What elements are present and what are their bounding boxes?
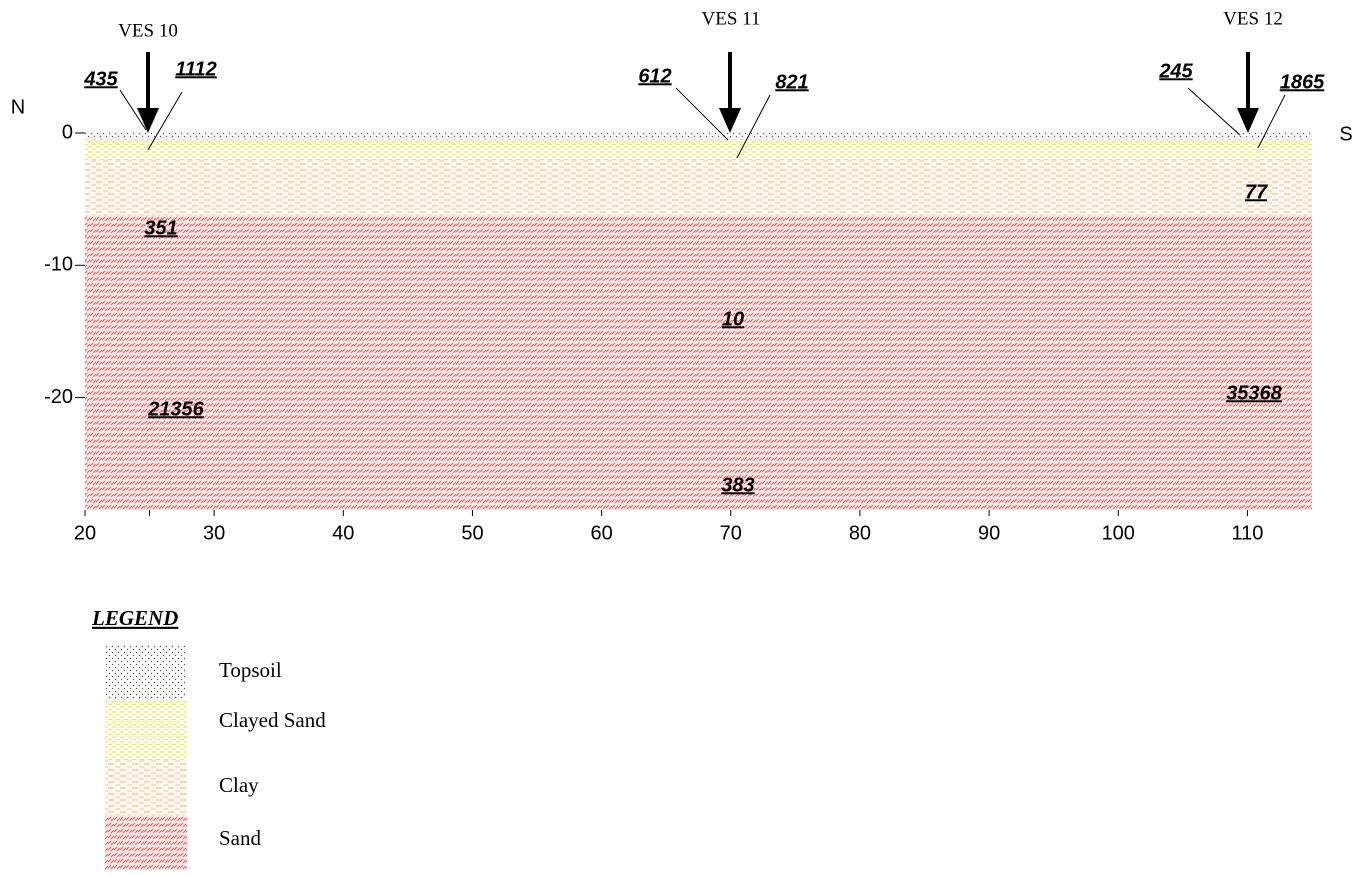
geoelectric-section: 20 30 40 50 60 70 80 90 100 110 0 -10 -20 N S VES 10 435… [0,0,1369,875]
leader-line [1188,88,1240,135]
resistivity-label: 383 [721,474,754,496]
x-tick-label: 60 [591,522,613,544]
y-tick-label: -10 [44,254,73,276]
ves-arrow-head [1237,108,1259,133]
resistivity-label: 435 [83,68,118,90]
x-tick-label: 50 [461,522,483,544]
resistivity-label: 245 [1158,60,1193,82]
sand-layer [85,215,1312,510]
resistivity-label: 10 [722,308,744,330]
legend-swatch [105,760,187,815]
legend-label: Clay [219,773,259,797]
ves-label: VES 12 [1223,8,1283,29]
legend-title: LEGEND [91,606,178,630]
ves-arrow-head [719,108,741,133]
legend-label: Clayed Sand [219,708,326,732]
direction-label: N [11,96,25,118]
ves-label: VES 10 [118,20,178,41]
resistivity-label: 351 [144,217,177,239]
resistivity-label: 612 [638,65,671,87]
x-tick-label: 70 [720,522,742,544]
legend-swatches [105,645,187,870]
x-tick-label: 110 [1231,522,1263,544]
resistivity-label: 1112 [175,58,217,80]
y-tick-label: -20 [44,386,73,408]
x-tick-label: 100 [1102,522,1135,544]
ves-label: VES 11 [702,8,761,29]
legend-label: Topsoil [219,658,282,682]
legend-swatch [105,815,187,870]
x-tick-label: 30 [203,522,225,544]
direction-label: S [1339,123,1352,145]
legend-swatch [105,700,187,760]
resistivity-label: 1865 [1280,71,1325,93]
legend-label: Sand [219,826,262,850]
x-tick-label: 80 [849,522,871,544]
clay-layer [85,160,1312,215]
x-tick-label: 20 [74,522,96,544]
layers [85,131,1312,510]
resistivity-label: 35368 [1226,382,1282,404]
resistivity-label: 821 [775,71,808,93]
clayed-sand-layer [85,137,1312,160]
topsoil-layer [85,131,1312,137]
y-tick-label: 0 [62,121,73,143]
x-tick-label: 40 [332,522,354,544]
legend-swatch [105,645,187,700]
x-tick-label: 90 [978,522,1000,544]
resistivity-label: 77 [1245,181,1268,203]
resistivity-label: 21356 [147,398,204,420]
